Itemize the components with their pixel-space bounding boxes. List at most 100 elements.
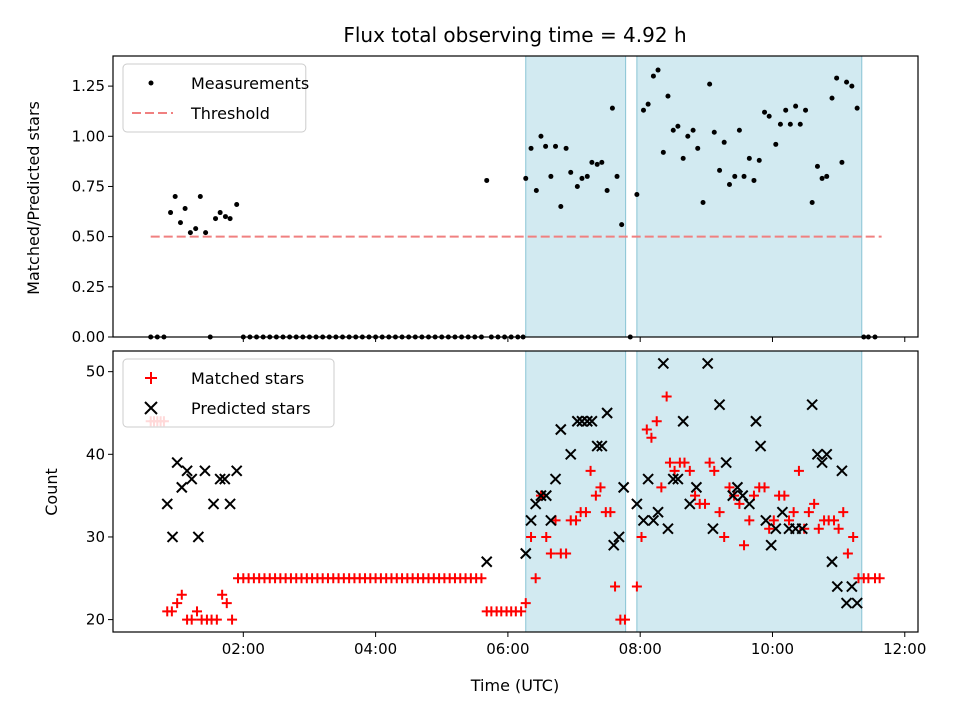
matched-point-17 xyxy=(221,598,232,609)
predicted-point-62 xyxy=(806,399,818,411)
measurement-point-90 xyxy=(675,123,681,129)
predicted-point-53 xyxy=(750,415,762,427)
predicted-point-67 xyxy=(831,580,844,593)
matched-point-11 xyxy=(192,606,203,617)
predicted-point-9 xyxy=(214,473,226,485)
predicted-point-49 xyxy=(727,489,739,502)
series-1 xyxy=(161,357,863,609)
legend-swatch-measurements xyxy=(148,80,154,86)
x-tick-label-0: 02:00 xyxy=(222,640,265,658)
measurement-point-108 xyxy=(766,113,772,119)
measurement-point-119 xyxy=(824,173,830,179)
matched-point-82 xyxy=(561,548,572,559)
measurement-point-107 xyxy=(762,109,768,115)
predicted-point-41 xyxy=(672,473,684,485)
matched-point-8 xyxy=(176,589,187,600)
predicted-point-34 xyxy=(637,514,650,527)
matched-point-7 xyxy=(172,598,183,609)
predicted-point-1 xyxy=(166,531,179,543)
measurement-point-91 xyxy=(680,155,686,161)
matched-point-99 xyxy=(651,416,662,427)
axes-frame xyxy=(112,350,919,633)
matched-point-139 xyxy=(848,531,859,542)
measurement-point-5 xyxy=(177,220,183,226)
measurement-point-123 xyxy=(844,79,850,85)
legend-label-1: Threshold xyxy=(190,104,270,123)
matched-point-107 xyxy=(690,490,701,501)
y-tick-label-1: 30 xyxy=(86,528,105,546)
matched-point-112 xyxy=(714,507,725,518)
measurement-point-69 xyxy=(563,145,569,151)
measurement-point-114 xyxy=(797,121,803,127)
predicted-point-70 xyxy=(846,580,858,593)
matched-point-138 xyxy=(842,548,853,559)
matched-point-128 xyxy=(793,465,804,476)
measurement-point-98 xyxy=(717,167,723,173)
predicted-point-32 xyxy=(617,481,630,494)
matched-point-78 xyxy=(541,531,552,542)
legend-label-1: Predicted stars xyxy=(191,399,311,418)
measurement-point-89 xyxy=(670,127,676,133)
predicted-point-35 xyxy=(642,473,654,485)
legend-swatch-matched xyxy=(145,372,157,384)
measurement-point-79 xyxy=(614,173,620,179)
y-tick-label-2: 0.50 xyxy=(72,228,105,246)
measurement-point-124 xyxy=(849,83,855,89)
measurement-point-61 xyxy=(523,175,529,181)
predicted-point-12 xyxy=(230,465,243,477)
measurement-point-96 xyxy=(707,81,713,87)
predicted-point-61 xyxy=(796,522,808,535)
matched-point-116 xyxy=(734,498,745,509)
predicted-point-28 xyxy=(596,440,608,452)
y-tick-label-0: 20 xyxy=(86,611,105,629)
measurement-point-15 xyxy=(227,216,233,222)
measurement-point-94 xyxy=(695,145,701,151)
measurement-point-72 xyxy=(579,175,585,181)
predicted-point-7 xyxy=(199,465,211,477)
predicted-point-14 xyxy=(520,547,532,560)
measurement-point-73 xyxy=(584,173,590,179)
measurement-point-12 xyxy=(213,216,219,222)
matched-point-121 xyxy=(759,482,770,493)
matched-point-87 xyxy=(585,465,596,476)
legend-label-0: Measurements xyxy=(191,74,309,93)
predicted-point-10 xyxy=(219,473,231,485)
predicted-point-15 xyxy=(525,514,537,527)
matched-point-18 xyxy=(227,614,238,625)
predicted-point-57 xyxy=(770,522,782,535)
y-tick-label-3: 50 xyxy=(86,363,105,381)
measurement-point-104 xyxy=(746,155,752,161)
legend-swatch-predicted xyxy=(144,401,158,415)
measurement-point-116 xyxy=(809,200,815,206)
measurement-point-16 xyxy=(234,202,240,208)
legend: Matched stars Predicted stars xyxy=(122,358,335,428)
matched-point-130 xyxy=(803,507,814,518)
predicted-point-45 xyxy=(701,357,714,370)
top-panel: 0.00 0.25 0.50 0.75 1.00 1.25 Measurements Thre… xyxy=(72,55,919,346)
measurement-point-10 xyxy=(203,230,209,236)
measurement-point-4 xyxy=(172,194,178,199)
y-tick-label-1: 0.25 xyxy=(72,278,105,296)
predicted-point-20 xyxy=(549,473,562,485)
predicted-point-22 xyxy=(565,448,577,461)
predicted-point-16 xyxy=(529,498,542,510)
measurement-point-6 xyxy=(182,206,188,212)
predicted-point-48 xyxy=(720,456,732,469)
measurement-point-109 xyxy=(773,141,779,147)
predicted-point-33 xyxy=(631,498,643,510)
shaded-interval-0 xyxy=(525,55,627,338)
matched-point-75 xyxy=(526,531,537,542)
measurement-point-74 xyxy=(589,159,595,165)
measurement-point-93 xyxy=(690,127,696,133)
matched-point-74 xyxy=(520,598,531,609)
predicted-point-56 xyxy=(765,539,777,551)
predicted-point-21 xyxy=(555,423,567,436)
measurement-point-92 xyxy=(685,133,691,139)
measurement-point-99 xyxy=(721,139,727,145)
y-tick-label-3: 0.75 xyxy=(72,177,105,195)
measurement-point-13 xyxy=(217,210,223,216)
matched-point-100 xyxy=(656,482,667,493)
matched-point-113 xyxy=(719,531,730,542)
predicted-point-47 xyxy=(713,399,726,411)
